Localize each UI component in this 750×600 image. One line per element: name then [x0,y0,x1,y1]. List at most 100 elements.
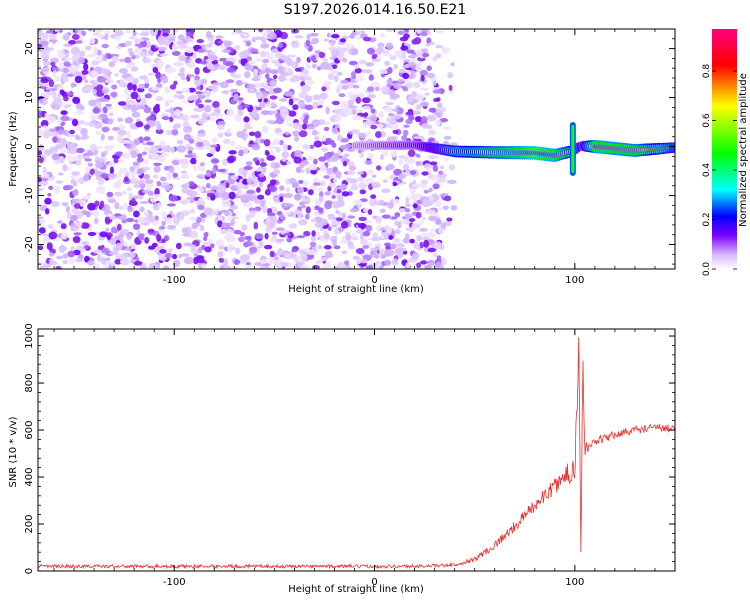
spectrogram-noise-cell [99,200,105,209]
spectrogram-noise-cell [398,208,407,213]
spectrogram-noise-cell [298,219,308,226]
spectrogram-noise-cell [94,217,99,225]
spectrogram-noise-cell [270,69,279,75]
spectrogram-noise-cell [361,105,371,110]
spectrogram-noise-cell [48,185,54,190]
spectrogram-noise-cell [371,237,381,242]
spectrogram-noise-cell [275,227,285,231]
spectrogram-noise-cell [422,237,430,241]
spectrogram-noise-cell [279,196,284,203]
spectrogram-noise-cell [302,180,309,187]
spectrogram-noise-cell [209,41,214,45]
spectrogram-noise-cell [176,40,186,46]
spectrogram-noise-cell [133,184,140,188]
spectrogram-noise-cell [95,56,104,60]
spectrogram-noise-cell [394,220,400,227]
spectrogram-noise-cell [236,189,242,197]
colorbar-tick-label: 0.8 [702,64,712,79]
spectrogram-noise-cell [419,101,429,107]
spectrogram-noise-cell [181,162,189,169]
spectrogram-noise-cell [177,44,188,49]
spectrogram-noise-cell [423,239,429,248]
spectrogram-noise-cell [335,170,342,179]
spectrogram-noise-cell [203,207,213,215]
spectrogram-noise-cell [143,106,152,114]
spectrogram-noise-cell [278,74,286,83]
spectrogram-noise-cell [226,156,235,164]
spectrogram-noise-cell [254,117,260,121]
spectrogram-noise-cell [358,216,367,222]
spectrogram-noise-cell [96,145,104,150]
spectrogram-noise-cell [432,183,440,190]
spectrogram-noise-cell [116,223,122,231]
spectrogram-noise-cell [81,241,89,246]
spectrogram-noise-cell [57,129,66,135]
spectrogram-xtick-label: -100 [163,275,186,286]
spectrogram-noise-cell [47,192,52,197]
spectrogram-noise-cell [104,257,111,261]
spectrogram-noise-cell [411,183,422,188]
spectrogram-noise-cell [304,114,310,120]
spectrogram-noise-cell [292,131,300,137]
spectrogram-noise-cell [123,176,129,182]
spectrogram-noise-cell [427,247,437,253]
spectrogram-noise-cell [279,98,287,102]
spectrogram-noise-cell [320,180,326,187]
spectrogram-noise-cell [318,51,326,59]
spectrogram-noise-cell [371,181,381,189]
spectrogram-noise-cell [378,110,385,119]
spectrogram-noise-cell [168,33,177,40]
spectrogram-noise-cell [382,53,392,57]
spectrogram-noise-cell [372,174,376,178]
spectrogram-noise-cell [136,105,146,110]
spectrogram-noise-cell [84,122,94,126]
spectrogram-noise-cell [367,94,377,99]
spectrogram-noise-cell [305,206,311,214]
spectrogram-noise-cell [437,102,443,108]
spectrogram-noise-cell [223,138,231,145]
spectrogram-noise-cell [112,55,119,63]
spectrogram-noise-cell [399,36,408,42]
spectrogram-noise-cell [328,173,337,180]
spectrogram-noise-cell [381,85,390,93]
spectrogram-noise-cell [218,257,224,263]
spectrogram-noise-cell [153,162,162,166]
spectrogram-noise-cell [56,255,64,260]
spectrogram-noise-cell [183,127,192,134]
spectrogram-noise-cell [226,108,235,117]
spectrogram-noise-cell [261,125,269,133]
spectrogram-noise-cell [187,150,193,155]
spectrogram-noise-cell [45,208,50,215]
spectrogram-noise-cell [59,89,65,95]
spectrogram-noise-cell [370,247,376,252]
spectrogram-noise-cell [342,57,348,63]
spectrogram-noise-cell [376,123,384,129]
spectrogram-noise-cell [213,59,219,65]
spectrogram-noise-cell [244,240,253,247]
spectrogram-noise-cell [206,192,214,197]
spectrogram-noise-cell [60,138,67,146]
spectrogram-noise-cell [266,212,276,217]
spectrogram-noise-cell [347,215,356,219]
spectrogram-noise-cell [141,151,147,156]
spectrogram-noise-cell [250,48,259,52]
spectrogram-noise-cell [203,241,210,246]
spectrogram-noise-cell [334,108,344,115]
spectrogram-noise-cell [353,199,362,205]
spectrogram-noise-cell [81,69,89,75]
spectrogram-noise-cell [79,50,86,57]
spectrogram-noise-cell [42,173,50,179]
spectrogram-noise-cell [266,155,276,161]
spectrogram-noise-cell [306,249,316,256]
spectrogram-noise-cell [171,51,181,56]
spectrogram-noise-cell [150,86,160,91]
spectrogram-noise-cell [45,30,54,34]
spectrogram-noise-cell [300,253,308,262]
spectrogram-noise-cell [327,213,335,220]
spectrogram-noise-cell [152,67,159,73]
spectrogram-noise-cell [227,172,235,176]
spectrogram-noise-cell [362,121,367,129]
colorbar-gradient [712,29,737,269]
spectrogram-noise-cell [253,36,263,41]
spectrogram-noise-cell [335,209,340,214]
